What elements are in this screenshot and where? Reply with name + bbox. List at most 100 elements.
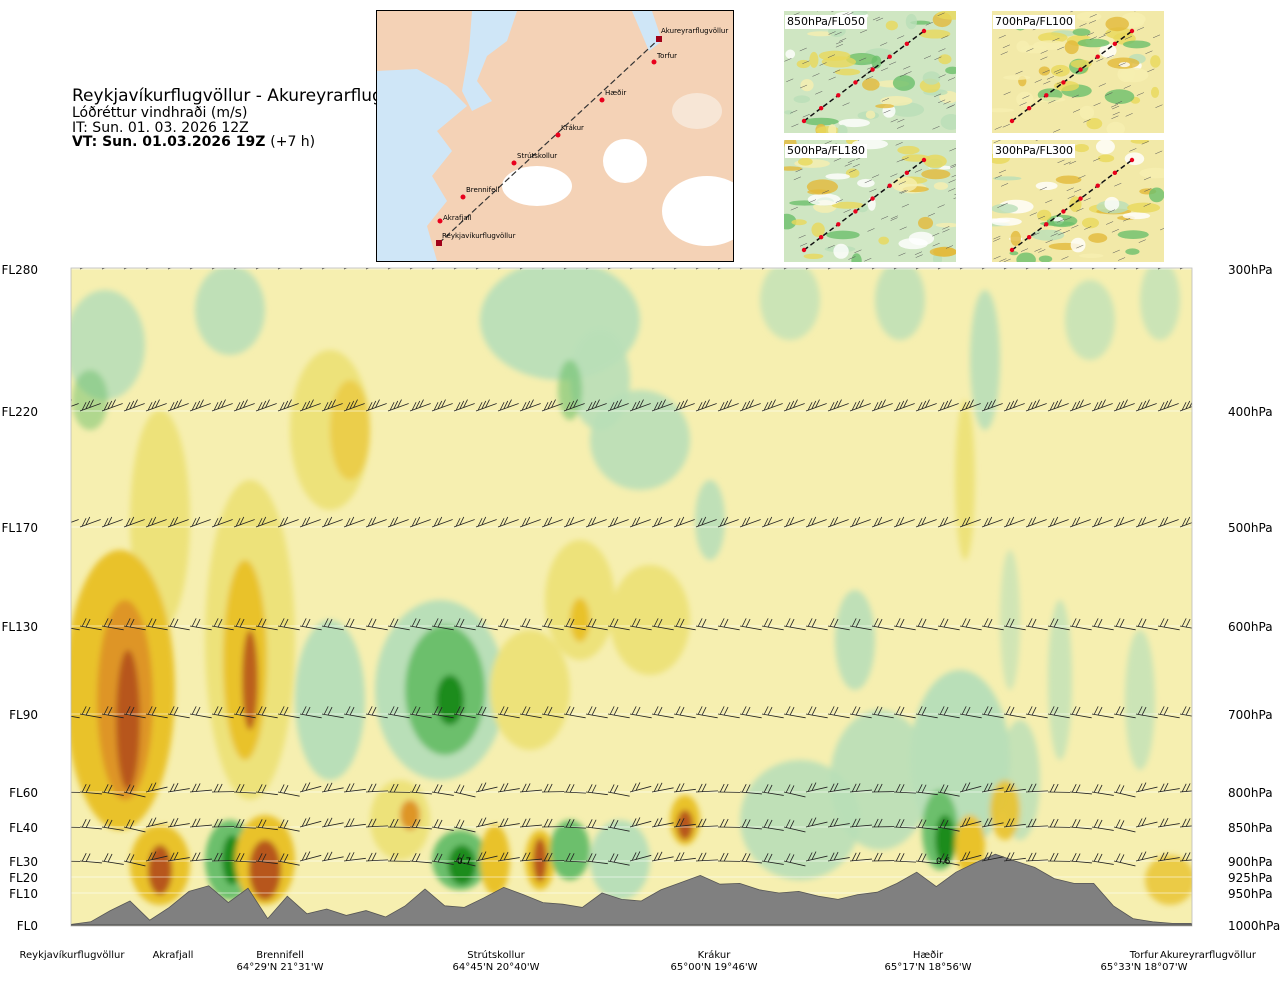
wind-barb [453,784,476,798]
wind-barb [211,516,233,528]
wind-barb [453,618,476,631]
wind-barb [475,516,497,528]
wind-barb [1069,853,1092,864]
wind-barb [145,516,167,528]
wind-barb [145,706,168,719]
wind-barb [71,715,80,719]
wind-barb [1157,516,1179,528]
wind-barb [717,706,740,719]
wind-barb [893,399,915,412]
wind-barb [79,618,102,631]
fl-tick-fl40: FL40 [9,821,38,835]
location-name: Brennifell [256,950,304,961]
wind-barb [101,784,124,796]
wind-barb [101,268,106,270]
pressure-tick-400: 400hPa [1228,405,1273,419]
vertical-wind-cell [695,480,725,560]
wind-barb [211,268,216,270]
vertical-wind-cell [1140,268,1180,340]
location-coord: 65°00'N 19°46'W [670,962,758,973]
vertical-wind-cell [1048,600,1072,760]
wind-barb [739,618,762,631]
wind-barb [387,783,411,793]
wind-barb [849,706,872,719]
wind-barb [79,268,84,270]
wind-barb [343,852,366,862]
wind-barb [783,618,806,631]
vertical-wind-cell [533,838,547,882]
pressure-tick-800: 800hPa [1228,786,1273,800]
wind-barb [629,399,651,412]
wind-barb [167,618,190,631]
wind-barb [695,783,718,793]
vertical-wind-cell [72,370,108,430]
wind-barb [695,399,717,412]
wind-barb [739,784,762,795]
mini-map-label-500hpa: 500hPa/FL180 [785,144,868,158]
wind-barb [343,783,366,793]
wind-barb [563,706,586,719]
vertical-wind-cell [550,820,590,880]
wind-barb [915,706,938,719]
wind-barb [255,399,277,412]
wind-barb [585,516,607,528]
wind-barb [189,852,212,862]
wind-barb [607,706,630,719]
waypoint-label: Hæðir [605,89,626,97]
wind-barb [673,399,695,412]
fl-tick-fl90: FL90 [9,708,38,722]
wind-barb [827,516,849,528]
waypoint-marker [511,160,517,166]
wind-barb [189,706,212,719]
wind-barb [1135,618,1158,631]
wind-barb [1025,706,1048,719]
wind-barb [849,399,871,412]
wind-barb [893,818,916,829]
wind-barb [123,516,145,528]
vertical-wind-cell [558,360,582,420]
mini-map-850hpa-svg [784,11,956,133]
wind-barb [805,782,828,793]
wind-barb [475,268,480,270]
wind-barb [167,817,190,828]
vertical-wind-cell [990,780,1020,840]
wind-barb [299,618,322,631]
wind-barb [255,706,278,719]
wind-barb [695,268,700,270]
wind-barb [915,399,937,412]
wind-barb [959,618,982,631]
wind-barb [607,399,629,412]
waypoint-marker [651,59,657,65]
wind-barb [387,516,409,528]
wind-barb [211,399,233,412]
wind-barb [739,516,761,528]
chart-title: Reykjavíkurflugvöllur - Akureyrarflugvöl… [72,86,431,106]
wind-barb [1069,618,1092,631]
wind-barb [475,851,498,862]
wind-barb [915,819,938,831]
pressure-tick-950: 950hPa [1228,887,1273,901]
vertical-wind-cell [490,630,570,750]
wind-barb [255,268,260,270]
wind-barb [101,853,124,865]
wind-barb [629,268,634,270]
wind-barb [761,268,766,270]
vertical-wind-cell [116,650,140,790]
waypoint-label: Strútskollur [517,152,557,160]
wind-barb [1025,783,1048,793]
wind-barb [871,399,893,412]
wind-barb [453,268,458,270]
wind-barb [1135,851,1158,862]
wind-barb [893,268,898,270]
waypoint-label: Akureyrarflugvöllur [661,27,728,35]
wind-barb [585,819,608,831]
wind-barb [541,706,564,719]
wind-barb [189,268,194,270]
wind-barb [123,853,146,867]
wind-barb [321,516,343,528]
wind-barb [541,818,565,828]
wind-barb [431,706,454,719]
wind-barb [893,706,916,719]
plot-frame [70,267,1193,927]
